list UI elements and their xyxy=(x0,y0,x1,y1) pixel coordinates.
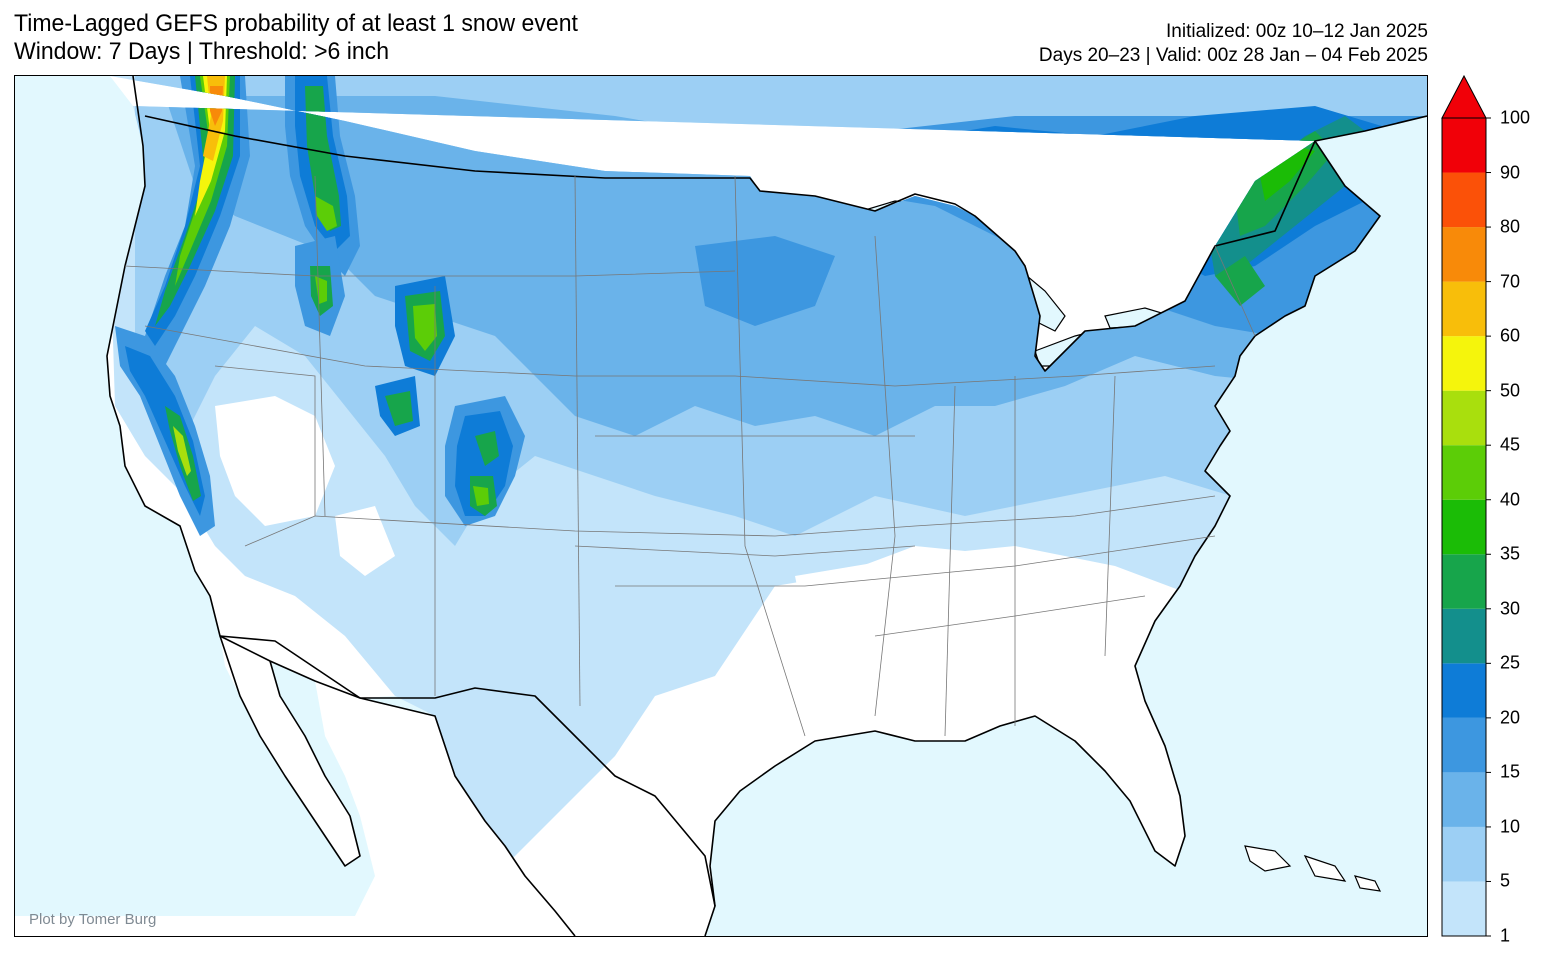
colorbar-border xyxy=(1441,117,1487,937)
colorbar-segment xyxy=(1442,390,1486,446)
colorbar-strip xyxy=(1441,74,1491,937)
colorbar-segment xyxy=(1442,881,1486,936)
colorbar-segment xyxy=(1442,336,1486,391)
colorbar-tick-label: 30 xyxy=(1500,598,1521,619)
colorbar-segment xyxy=(1442,499,1486,555)
colorbar-extend-arrow xyxy=(1441,74,1487,119)
map-panel: Plot by Tomer Burg xyxy=(14,75,1428,937)
caribbean-islands xyxy=(1244,845,1382,892)
colorbar-segment xyxy=(1442,608,1486,664)
valid-label: Days 20–23 | Valid: 00z 28 Jan – 04 Feb … xyxy=(1038,45,1428,66)
colorbar-tick-label: 60 xyxy=(1500,325,1521,346)
colorbar-segment xyxy=(1442,118,1486,173)
colorbar-tick-label: 80 xyxy=(1500,216,1521,237)
colorbar-segment xyxy=(1442,717,1486,773)
colorbar-tick-label: 45 xyxy=(1500,434,1521,455)
state-lines xyxy=(124,175,1256,737)
map xyxy=(15,76,1427,936)
chart-title: Time-Lagged GEFS probability of at least… xyxy=(14,10,578,37)
colorbar-segment xyxy=(1442,281,1486,337)
colorbar-tick-label: 20 xyxy=(1500,707,1521,728)
colorbar-segment xyxy=(1442,663,1486,718)
colorbar-tick-label: 70 xyxy=(1500,271,1521,292)
chart-subtitle: Window: 7 Days | Threshold: >6 inch xyxy=(14,38,390,65)
colorbar-tick-label: 50 xyxy=(1500,380,1521,401)
colorbar-segment xyxy=(1442,772,1486,827)
colorbar-segment xyxy=(1442,445,1486,500)
colorbar-tick-label: 10 xyxy=(1500,816,1521,837)
colorbar-tick-label: 5 xyxy=(1500,870,1511,891)
colorbar-tick-label: 90 xyxy=(1500,162,1521,183)
colorbar-segment xyxy=(1442,172,1486,228)
colorbar-tick-label: 1 xyxy=(1500,925,1511,946)
title-block: Time-Lagged GEFS probability of at least… xyxy=(14,10,601,66)
initialized-label: Initialized: 00z 10–12 Jan 2025 xyxy=(1166,21,1428,42)
colorbar-tick-label: 100 xyxy=(1500,107,1531,128)
colorbar-tick-label: 35 xyxy=(1500,543,1521,564)
meta-block: Initialized: 00z 10–12 Jan 2025 Days 20–… xyxy=(1039,20,1428,68)
colorbar-tick-label: 15 xyxy=(1500,761,1521,782)
colorbar-segment xyxy=(1442,227,1486,282)
colorbar-segment xyxy=(1442,554,1486,609)
colorbar: 1 5 10 15 20 25 30 35 40 45 50 60 70 80 90 100 xyxy=(1436,70,1550,950)
colorbar-segment xyxy=(1442,826,1486,882)
credit-label: Plot by Tomer Burg xyxy=(29,911,157,928)
colorbar-tick-label: 40 xyxy=(1500,489,1521,510)
colorbar-tick-label: 25 xyxy=(1500,652,1521,673)
